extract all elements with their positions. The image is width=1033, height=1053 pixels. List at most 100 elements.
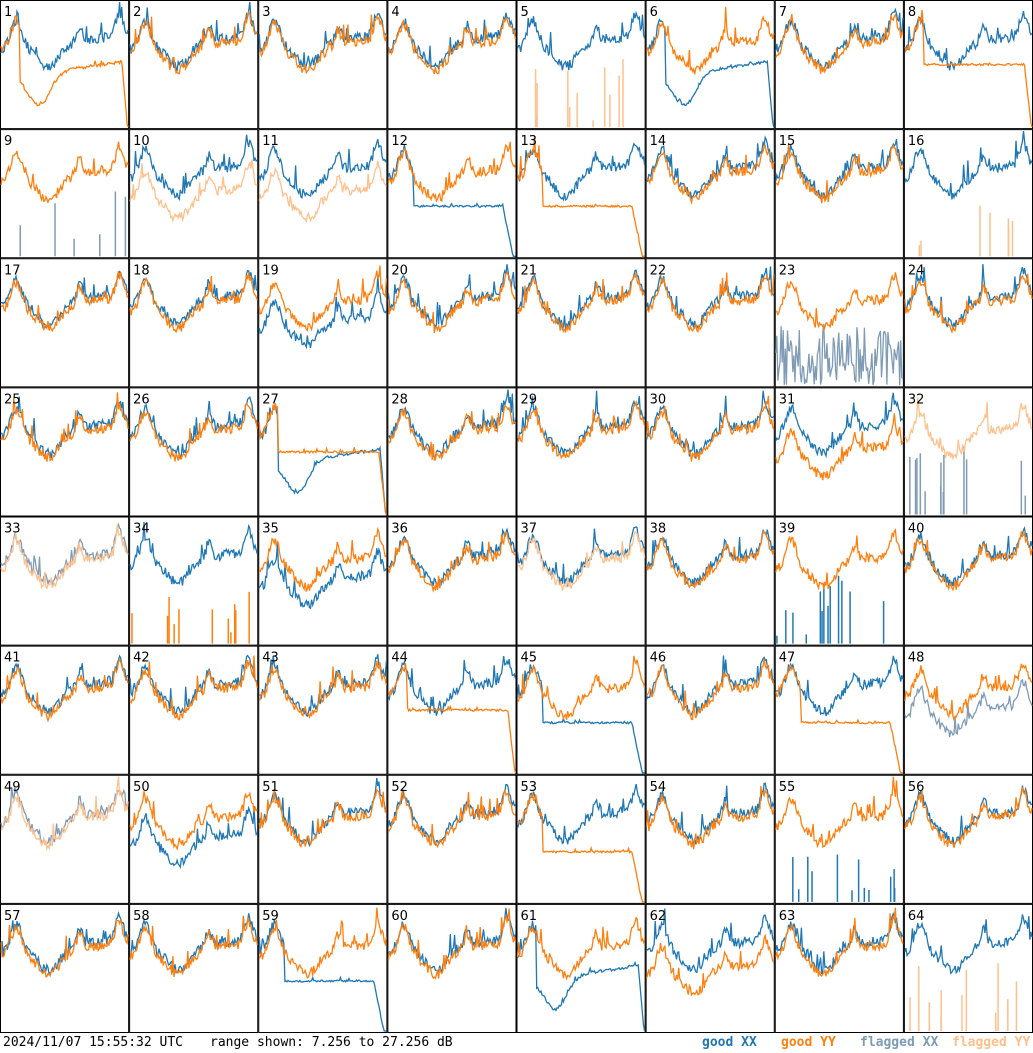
panel-label: 5 [521,5,529,20]
panel-label: 12 [391,134,408,149]
series-xx-good [646,135,775,200]
panel-47: 47 [774,645,904,775]
series-yy-good [387,908,517,980]
series-yy-good [775,776,904,849]
panel-label: 54 [650,780,667,795]
series-yy-good [129,402,258,462]
panel-border [0,258,130,388]
series-xx-good [129,654,258,715]
panel-11: 11 [258,129,388,259]
panel-border [129,258,259,388]
panel-label: 4 [391,5,399,20]
panel-border [516,387,646,517]
panel-label: 6 [650,5,658,20]
panel-19: 19 [258,258,388,388]
series-yy-good [775,272,904,333]
panel-57: 57 [0,903,130,1033]
panel-34: 34 [129,516,259,646]
panel-label: 61 [521,909,538,924]
panel-label: 3 [262,5,270,20]
panel-29: 29 [516,387,646,517]
series-yy-flagged [904,397,1033,461]
series-xx-good [0,1,129,72]
series-xx-good [258,275,387,350]
series-yy-good [0,918,129,978]
panel-33: 33 [0,516,130,646]
panel-38: 38 [645,516,775,646]
panel-border [129,645,259,775]
panel-8: 8 [903,0,1033,130]
panel-label: 48 [908,651,925,666]
panel-label: 26 [133,392,150,407]
panel-21: 21 [516,258,646,388]
panel-border [387,516,517,646]
panel-border [258,774,388,904]
panel-label: 49 [4,780,21,795]
panel-border [516,903,646,1033]
panel-border [129,129,259,259]
series-xx-good [516,920,646,1032]
panel-label: 63 [779,909,796,924]
series-xx-good [775,138,904,201]
series-yy-flagged [258,160,387,224]
panel-label: 47 [779,651,796,666]
panel-label: 18 [133,263,150,278]
legend-flagged-yy: flagged YY [952,1035,1031,1050]
series-xx-good [129,521,258,586]
series-xx-flagged [0,787,129,846]
panel-border [774,774,904,904]
series-yy-good [258,403,388,515]
panel-46: 46 [645,645,775,775]
series-yy-good [259,14,388,74]
panel-2: 2 [129,0,259,130]
panel-border [774,129,904,259]
panel-label: 19 [262,263,279,278]
series-xx-good [646,18,775,128]
series-yy-good [387,271,517,334]
series-yy-good [387,141,517,203]
series-xx-good [258,403,388,515]
series-yy-good [129,272,258,334]
panel-36: 36 [387,516,517,646]
panel-53: 53 [516,774,646,904]
series-yy-good [775,413,904,481]
panel-border [0,774,130,904]
panel-58: 58 [129,903,259,1033]
panel-border [258,258,388,388]
panel-39: 39 [774,516,904,646]
series-yy-good [129,791,258,851]
series-yy-good [258,788,388,849]
series-xx-good [516,783,646,845]
panel-label: 58 [133,909,150,924]
panel-border [387,387,517,517]
panel-border [516,258,646,388]
panel-border [774,387,904,517]
series-yy-good [387,789,516,849]
panel-border [129,516,259,646]
panel-border [0,0,130,130]
panel-20: 20 [387,258,517,388]
series-xx-good [259,654,388,718]
panel-49: 49 [0,774,130,904]
panel-63: 63 [774,903,904,1033]
panel-22: 22 [645,258,775,388]
panel-border [129,0,259,130]
panel-40: 40 [903,516,1033,646]
panel-label: 7 [779,5,787,20]
panel-24: 24 [903,258,1033,388]
panel-border [129,774,259,904]
series-xx-good [516,664,645,774]
panel-54: 54 [645,774,775,904]
series-xx-good [646,908,775,974]
series-yy-good [645,933,775,997]
panel-label: 2 [133,5,141,20]
panel-label: 53 [521,780,538,795]
panel-border [645,516,775,646]
panel-label: 20 [391,263,408,278]
panel-7: 7 [774,0,904,130]
panel-55: 55 [774,774,904,904]
series-yy-flagged [0,524,129,590]
series-xx-good [775,392,904,459]
panel-border [129,387,259,517]
